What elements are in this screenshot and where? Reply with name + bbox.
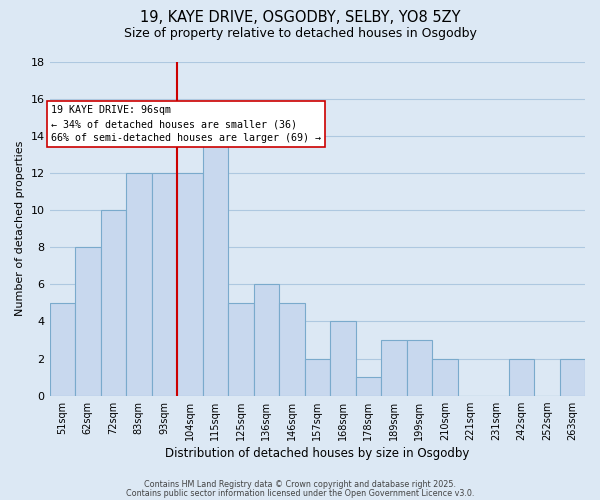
Bar bbox=[279, 303, 305, 396]
Bar bbox=[432, 358, 458, 396]
Text: Contains public sector information licensed under the Open Government Licence v3: Contains public sector information licen… bbox=[126, 488, 474, 498]
Y-axis label: Number of detached properties: Number of detached properties bbox=[15, 141, 25, 316]
Bar bbox=[177, 173, 203, 396]
Bar bbox=[560, 358, 585, 396]
Bar bbox=[203, 136, 228, 396]
X-axis label: Distribution of detached houses by size in Osgodby: Distribution of detached houses by size … bbox=[165, 447, 469, 460]
Bar bbox=[330, 322, 356, 396]
Text: Size of property relative to detached houses in Osgodby: Size of property relative to detached ho… bbox=[124, 28, 476, 40]
Bar bbox=[50, 303, 75, 396]
Text: 19 KAYE DRIVE: 96sqm
← 34% of detached houses are smaller (36)
66% of semi-detac: 19 KAYE DRIVE: 96sqm ← 34% of detached h… bbox=[51, 105, 321, 143]
Bar bbox=[101, 210, 126, 396]
Bar bbox=[356, 377, 381, 396]
Bar bbox=[509, 358, 534, 396]
Text: 19, KAYE DRIVE, OSGODBY, SELBY, YO8 5ZY: 19, KAYE DRIVE, OSGODBY, SELBY, YO8 5ZY bbox=[140, 10, 460, 25]
Bar bbox=[228, 303, 254, 396]
Bar bbox=[152, 173, 177, 396]
Bar bbox=[407, 340, 432, 396]
Bar bbox=[254, 284, 279, 396]
Bar bbox=[305, 358, 330, 396]
Bar bbox=[381, 340, 407, 396]
Text: Contains HM Land Registry data © Crown copyright and database right 2025.: Contains HM Land Registry data © Crown c… bbox=[144, 480, 456, 489]
Bar bbox=[75, 247, 101, 396]
Bar bbox=[126, 173, 152, 396]
